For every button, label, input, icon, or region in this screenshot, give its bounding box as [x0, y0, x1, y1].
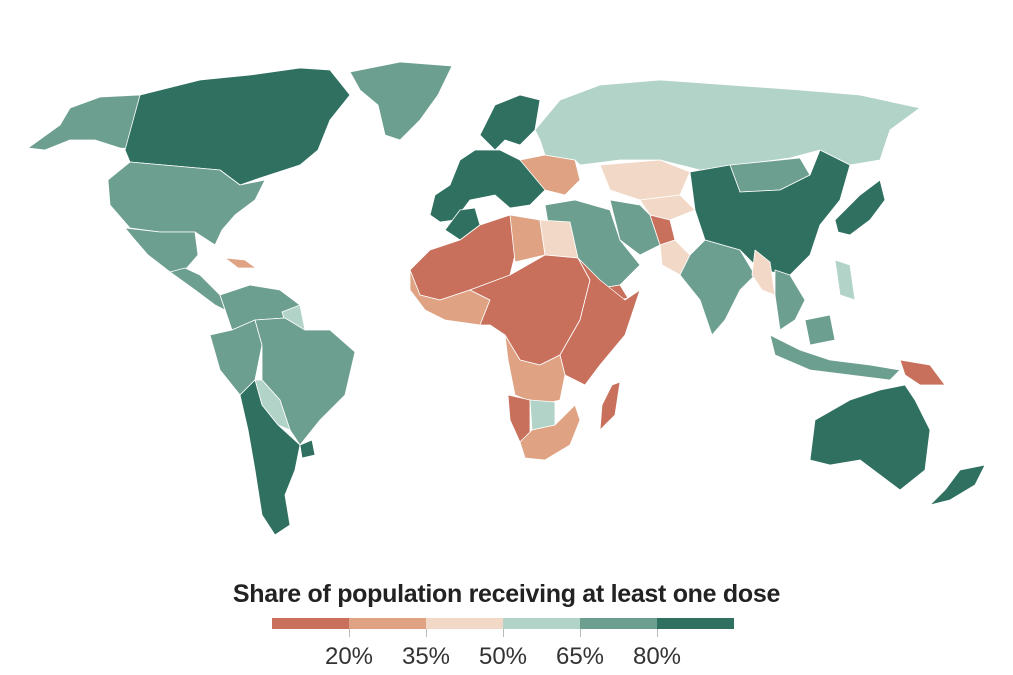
region-peru — [209, 319, 263, 396]
legend-tick — [349, 629, 350, 637]
region-east-africa — [559, 257, 641, 386]
region-india — [679, 239, 756, 336]
legend-tick-label: 20% — [324, 643, 374, 670]
region-libya — [509, 214, 546, 263]
region-usa — [107, 161, 266, 246]
legend-swatch-0 — [272, 618, 349, 629]
legend-swatch-2 — [426, 618, 503, 629]
legend-tick — [580, 629, 581, 637]
legend-swatch-4 — [580, 618, 657, 629]
world-map — [27, 61, 986, 536]
region-myanmar — [751, 249, 776, 296]
region-angola-zambia — [504, 334, 566, 406]
legend-tick — [657, 629, 658, 637]
region-greenland — [349, 61, 453, 141]
region-mexico — [124, 227, 199, 273]
region-south-africa — [519, 404, 581, 461]
legend-swatch-1 — [349, 618, 426, 629]
region-scandinavia — [479, 94, 541, 151]
legend-title: Share of population receiving at least o… — [232, 580, 781, 608]
region-new-zealand — [929, 464, 986, 506]
legend-tick-label: 50% — [478, 643, 528, 670]
region-russia — [534, 79, 921, 171]
region-central-america — [169, 267, 226, 311]
legend-tick — [426, 629, 427, 637]
region-central-asia — [639, 194, 696, 221]
region-kazakhstan — [599, 159, 691, 201]
region-philippines — [834, 259, 856, 301]
region-uruguay — [299, 439, 316, 459]
region-southeast-asia — [774, 269, 806, 331]
region-chile-argentina — [239, 379, 301, 536]
region-japan-korea — [834, 179, 886, 236]
region-indonesia — [769, 314, 901, 381]
region-madagascar — [599, 381, 621, 431]
region-caribbean — [224, 257, 257, 269]
legend-color-scale — [272, 618, 734, 629]
region-australia — [809, 384, 931, 491]
legend-tick-label: 35% — [401, 643, 451, 670]
legend-tick — [503, 629, 504, 637]
legend-tick-label: 80% — [632, 643, 682, 670]
legend-swatch-3 — [503, 618, 580, 629]
legend-tick-label: 65% — [555, 643, 605, 670]
legend-swatch-5 — [657, 618, 734, 629]
region-morocco — [444, 207, 481, 241]
region-png — [899, 359, 946, 386]
